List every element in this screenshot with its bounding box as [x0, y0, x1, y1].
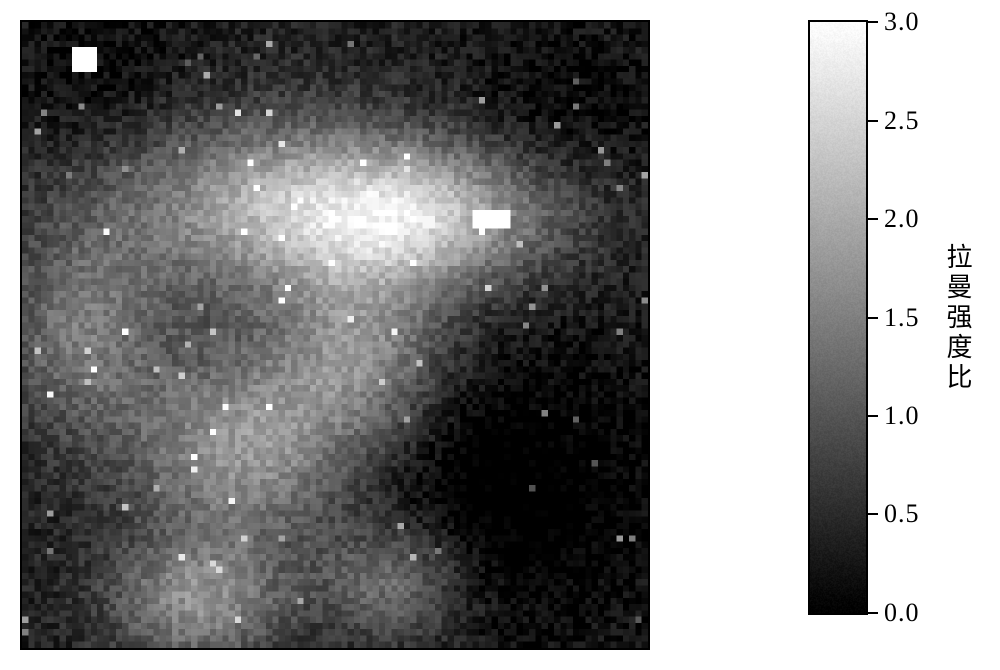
tick-label: 0.0: [884, 598, 920, 628]
colorbar-ticks: 3.02.52.01.51.00.50.0: [866, 20, 936, 615]
tick-mark: [866, 415, 878, 417]
colorbar-tick: 3.0: [866, 7, 920, 37]
tick-label: 2.5: [884, 106, 920, 136]
heatmap-panel: [20, 20, 650, 650]
colorbar-tick: 1.5: [866, 303, 920, 333]
raman-intensity-heatmap: [22, 22, 648, 648]
tick-mark: [866, 218, 878, 220]
colorbar-tick: 2.0: [866, 204, 920, 234]
tick-mark: [866, 612, 878, 614]
tick-mark: [866, 317, 878, 319]
colorbar-tick: 0.5: [866, 499, 920, 529]
colorbar-gradient: [810, 22, 866, 613]
tick-label: 0.5: [884, 499, 920, 529]
tick-label: 1.5: [884, 303, 920, 333]
colorbar-tick: 2.5: [866, 106, 920, 136]
tick-mark: [866, 513, 878, 515]
colorbar-tick: 0.0: [866, 598, 920, 628]
figure-container: 3.02.52.01.51.00.50.0 拉曼强度比: [20, 20, 980, 650]
tick-label: 3.0: [884, 7, 920, 37]
colorbar-tick: 1.0: [866, 401, 920, 431]
tick-label: 1.0: [884, 401, 920, 431]
tick-mark: [866, 120, 878, 122]
colorbar-panel: [808, 20, 868, 615]
tick-mark: [866, 21, 878, 23]
colorbar-axis-label: 拉曼强度比: [939, 243, 976, 393]
tick-label: 2.0: [884, 204, 920, 234]
